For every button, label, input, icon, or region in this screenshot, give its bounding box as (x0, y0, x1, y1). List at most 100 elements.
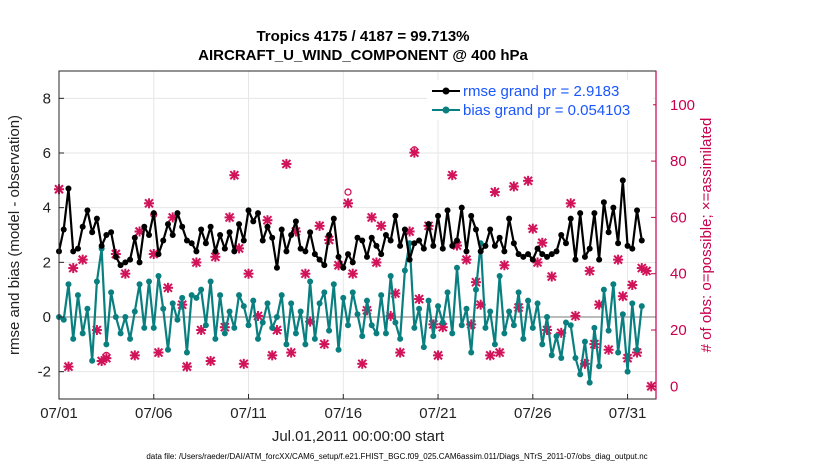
rmse-point (368, 234, 375, 241)
obs-assimilated-marker (641, 265, 652, 276)
rmse-point (363, 253, 370, 260)
bias-point (392, 319, 399, 326)
rmse-point (572, 256, 579, 263)
rmse-point (624, 242, 631, 249)
rmse-point (354, 234, 361, 241)
bias-point (60, 316, 67, 323)
bias-point (411, 324, 418, 331)
rmse-point (605, 229, 612, 236)
rmse-point (477, 248, 484, 255)
obs-assimilated-marker (77, 254, 88, 265)
rmse-point (596, 256, 603, 263)
obs-assimilated-marker (347, 268, 358, 279)
bias-point (221, 330, 228, 337)
bias-point (468, 349, 475, 356)
rmse-point (316, 256, 323, 263)
obs-possible-marker (410, 146, 419, 154)
rmse-point (411, 240, 418, 247)
bias-point (463, 305, 470, 312)
bias-point (188, 292, 195, 299)
rmse-point (89, 229, 96, 236)
rmse-point (221, 245, 228, 252)
rmse-point (141, 223, 148, 230)
rmse-point (131, 234, 138, 241)
legend-rmse-label: rmse grand pr = 2.9183 (463, 83, 619, 100)
bias-point (207, 278, 214, 285)
obs-assimilated-marker (300, 268, 311, 279)
rmse-point (425, 221, 432, 228)
bias-point (349, 289, 356, 296)
bias-point (278, 292, 285, 299)
obs-assimilated-marker (144, 198, 155, 209)
y-right-axis-ticks: 0 20 40 60 80 100 (651, 97, 695, 395)
y-right-tick-label: 20 (670, 322, 687, 339)
bias-point (311, 335, 318, 342)
bias-point (529, 324, 536, 331)
bias-point (539, 341, 546, 348)
rmse-point (387, 237, 394, 244)
y-right-tick-label: 60 (670, 209, 687, 226)
bias-point (212, 335, 219, 342)
rmse-point (93, 215, 100, 222)
obs-possible-marker (344, 188, 352, 196)
rmse-point (392, 212, 399, 219)
bias-point (112, 314, 119, 320)
bias-point (572, 355, 579, 361)
obs-assimilated-marker (376, 220, 387, 231)
rmse-point (302, 248, 309, 255)
bias-series (56, 240, 645, 386)
bias-point (174, 316, 181, 323)
rmse-point (634, 207, 641, 214)
rmse-point (330, 215, 337, 222)
rmse-point (619, 177, 626, 184)
rmse-point (250, 218, 257, 225)
rmse-point (591, 210, 598, 217)
bias-point (506, 308, 513, 315)
rmse-point (212, 248, 219, 255)
rmse-point (340, 264, 347, 271)
bias-point (624, 368, 631, 375)
y-right-axis-label: # of obs: o=possible; ×=assimilated (698, 118, 715, 353)
bias-point (292, 330, 299, 337)
rmse-point (264, 223, 271, 230)
bias-point (435, 303, 442, 310)
rmse-point (435, 212, 442, 219)
y-right-tick-label: 80 (670, 153, 687, 170)
obs-assimilated-marker (229, 170, 240, 181)
bias-point (596, 363, 603, 370)
rmse-point (98, 242, 105, 249)
obs-assimilated-marker (162, 282, 173, 293)
rmse-point (292, 218, 299, 225)
rmse-point (307, 229, 314, 236)
rmse-point (65, 185, 72, 192)
bias-point (79, 330, 86, 337)
rmse-point (245, 207, 252, 214)
bias-point (84, 305, 91, 312)
rmse-point (501, 248, 508, 255)
obs-assimilated-marker (191, 257, 202, 268)
bias-point (193, 294, 200, 301)
obs-assimilated-marker (523, 175, 534, 186)
obs-assimilated-marker (262, 215, 273, 226)
bias-point (525, 297, 532, 304)
rmse-point (373, 242, 380, 249)
rmse-point (525, 251, 532, 258)
bias-point (420, 344, 427, 351)
bias-point (600, 286, 607, 293)
bias-point (155, 273, 162, 279)
rmse-point (515, 251, 522, 258)
y-right-tick-label: 40 (670, 266, 687, 283)
rmse-point (359, 237, 366, 244)
chart-title: Tropics 4175 / 4187 = 99.713% (256, 28, 469, 45)
x-tick-label: 07/06 (135, 405, 173, 422)
bias-point (240, 303, 247, 310)
rmse-point (520, 253, 527, 260)
rmse-point (288, 232, 295, 238)
bias-point (340, 294, 347, 301)
bias-point (141, 324, 148, 331)
obs-assimilated-marker (238, 358, 249, 369)
obs-assimilated-marker (129, 350, 140, 361)
rmse-point (544, 253, 551, 260)
bias-point (558, 355, 565, 361)
bias-point (65, 281, 72, 288)
